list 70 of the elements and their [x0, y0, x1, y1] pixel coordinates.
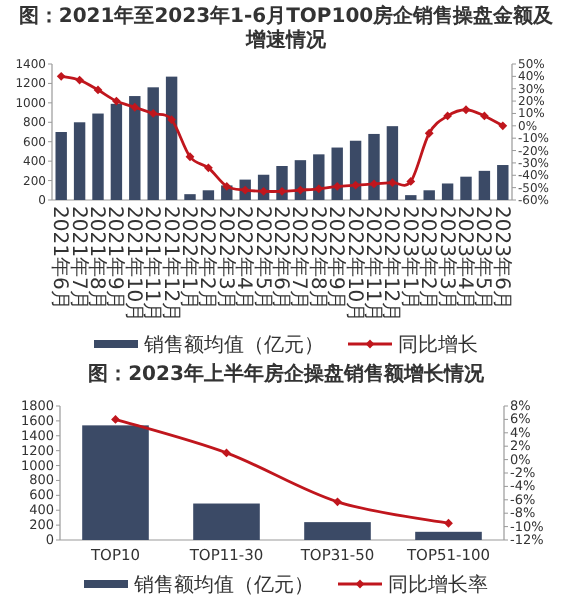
x-tick-label: 2022年2月	[195, 206, 220, 310]
point	[296, 185, 305, 195]
point	[75, 75, 84, 85]
point	[112, 96, 121, 106]
point	[333, 497, 342, 507]
bar	[331, 147, 343, 200]
point	[222, 448, 231, 458]
point	[185, 152, 195, 162]
bar	[129, 96, 141, 200]
chart-title: 图：2021年至2023年1-6月TOP100房企销售操盘金额及增速情况	[18, 4, 556, 52]
point	[444, 518, 453, 528]
x-tick-label: 2021年6月	[48, 206, 73, 310]
bar	[73, 122, 86, 200]
point	[111, 415, 120, 424]
bar	[460, 176, 472, 200]
point	[204, 163, 213, 173]
bar	[92, 113, 104, 200]
x-tick-label: 2022年4月	[232, 206, 257, 310]
legend-label: 同比增长率	[388, 573, 488, 597]
x-tick-label: 2023年2月	[416, 206, 441, 310]
bar	[368, 133, 380, 200]
bar	[304, 522, 371, 540]
bar	[202, 190, 215, 200]
bar	[193, 503, 260, 540]
chart-title: 图：2023年上半年房企操盘销售额增长情况	[88, 362, 486, 386]
bar	[313, 154, 325, 200]
point	[498, 121, 508, 131]
x-tick-label: 2022年11月	[361, 206, 385, 323]
x-tick-label: 2022年1月	[177, 206, 201, 310]
bar	[184, 194, 196, 200]
point	[351, 180, 360, 190]
x-tick-label: 2022年12月	[379, 206, 404, 323]
x-tick-label: 2022年9月	[324, 206, 349, 310]
bar	[478, 170, 491, 200]
bar	[110, 103, 123, 200]
point	[314, 184, 324, 194]
point	[461, 105, 471, 115]
point	[93, 85, 103, 95]
point	[167, 115, 176, 125]
bar	[349, 140, 362, 200]
point	[332, 182, 342, 191]
legend-label: 销售额均值（亿元）	[142, 333, 324, 357]
bar	[386, 126, 399, 200]
bar	[423, 190, 435, 200]
point	[56, 71, 66, 81]
x-tick-label: 2023年5月	[471, 206, 496, 310]
point	[443, 111, 452, 121]
x-tick-label: 2021年11月	[140, 206, 165, 323]
bar	[55, 132, 67, 200]
legend-label: 同比增长	[398, 333, 478, 357]
x-tick-label: 2021年8月	[85, 206, 109, 310]
point	[369, 179, 379, 189]
legend-label: 销售额均值（亿元）	[132, 573, 314, 597]
point	[148, 109, 158, 118]
bar	[497, 165, 509, 200]
point	[388, 178, 397, 188]
point	[480, 111, 489, 121]
point	[424, 128, 434, 138]
x-tick-label: 2022年7月	[287, 206, 312, 310]
bar	[82, 425, 149, 540]
point	[406, 177, 416, 186]
bar	[415, 531, 482, 540]
bar	[165, 76, 178, 200]
point	[130, 102, 140, 112]
point	[222, 182, 232, 191]
x-tick-label: 2023年4月	[453, 206, 477, 310]
x-tick-label: 2021年9月	[103, 206, 128, 310]
x-tick-label: 2022年6月	[269, 206, 293, 310]
bar	[441, 183, 454, 200]
bar	[147, 87, 159, 200]
